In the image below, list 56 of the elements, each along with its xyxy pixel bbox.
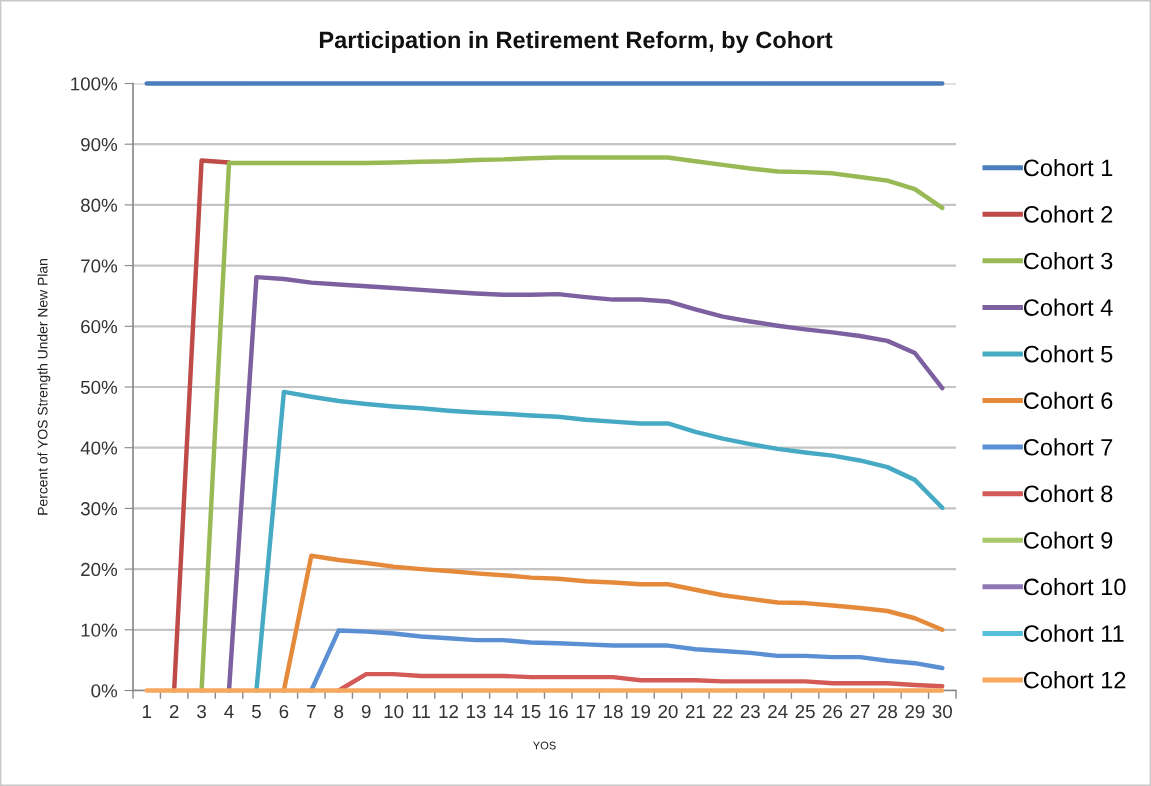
legend-label: Cohort 1 — [1023, 158, 1113, 177]
x-tick-label: 9 — [361, 704, 371, 719]
x-tick-label: 10 — [384, 704, 404, 719]
x-tick-label: 29 — [905, 704, 925, 719]
y-tick-label: 40% — [80, 441, 118, 455]
legend-label: Cohort 7 — [1023, 438, 1113, 456]
x-tick-label: 18 — [604, 704, 623, 719]
x-tick-label: 6 — [279, 704, 289, 719]
x-tick-label: 27 — [850, 704, 870, 718]
x-tick-label: 5 — [251, 705, 261, 719]
x-tick-label: 22 — [713, 704, 733, 718]
x-tick-label: 17 — [576, 705, 596, 718]
legend-label: Cohort 11 — [1023, 624, 1124, 642]
y-tick-label: 10% — [81, 623, 118, 637]
x-tick-label: 21 — [685, 704, 705, 718]
y-tick-label: 50% — [80, 380, 118, 394]
x-tick-label: 19 — [631, 704, 651, 719]
x-tick-label: 7 — [307, 705, 316, 718]
x-tick-label: 16 — [549, 704, 568, 719]
x-tick-label: 14 — [494, 705, 514, 718]
y-tick-label: 80% — [81, 198, 118, 212]
x-tick-label: 30 — [932, 704, 952, 719]
x-tick-label: 12 — [439, 704, 458, 718]
x-tick-label: 15 — [521, 705, 541, 719]
y-axis-title: Percent of YOS Strength Under New Plan — [37, 259, 51, 515]
x-tick-label: 20 — [658, 704, 678, 719]
x-tick-label: 23 — [740, 704, 760, 719]
legend-label: Cohort 4 — [1023, 298, 1113, 316]
x-tick-label: 11 — [412, 705, 430, 718]
legend-label: Cohort 5 — [1023, 345, 1113, 363]
x-tick-label: 2 — [169, 704, 179, 718]
legend-label: Cohort 3 — [1023, 252, 1113, 270]
y-tick-label: 30% — [80, 502, 118, 516]
x-tick-label: 26 — [823, 704, 843, 719]
y-tick-label: 20% — [81, 562, 118, 577]
x-tick-label: 3 — [197, 704, 206, 719]
y-tick-label: 0% — [91, 684, 118, 698]
legend-label: Cohort 10 — [1023, 577, 1126, 596]
x-tick-label: 4 — [224, 705, 234, 718]
legend-label: Cohort 6 — [1023, 391, 1113, 410]
x-tick-label: 8 — [334, 704, 344, 719]
y-tick-label: 100% — [71, 77, 118, 91]
y-tick-label: 70% — [81, 259, 118, 273]
x-tick-label: 28 — [877, 704, 898, 719]
x-tick-label: 24 — [768, 704, 788, 718]
legend-label: Cohort 9 — [1023, 531, 1113, 549]
x-axis-title: YOS — [533, 741, 556, 750]
x-tick-label: 25 — [795, 704, 815, 719]
x-tick-label: 1 — [142, 705, 152, 718]
y-tick-label: 90% — [81, 137, 118, 152]
legend-label: Cohort 8 — [1023, 484, 1113, 503]
legend-label: Cohort 2 — [1023, 205, 1113, 223]
legend-label: Cohort 12 — [1023, 671, 1126, 689]
chart-title: Participation in Retirement Reform, by Cohort — [319, 31, 833, 53]
y-tick-label: 60% — [81, 320, 118, 334]
x-tick-label: 13 — [466, 704, 486, 719]
